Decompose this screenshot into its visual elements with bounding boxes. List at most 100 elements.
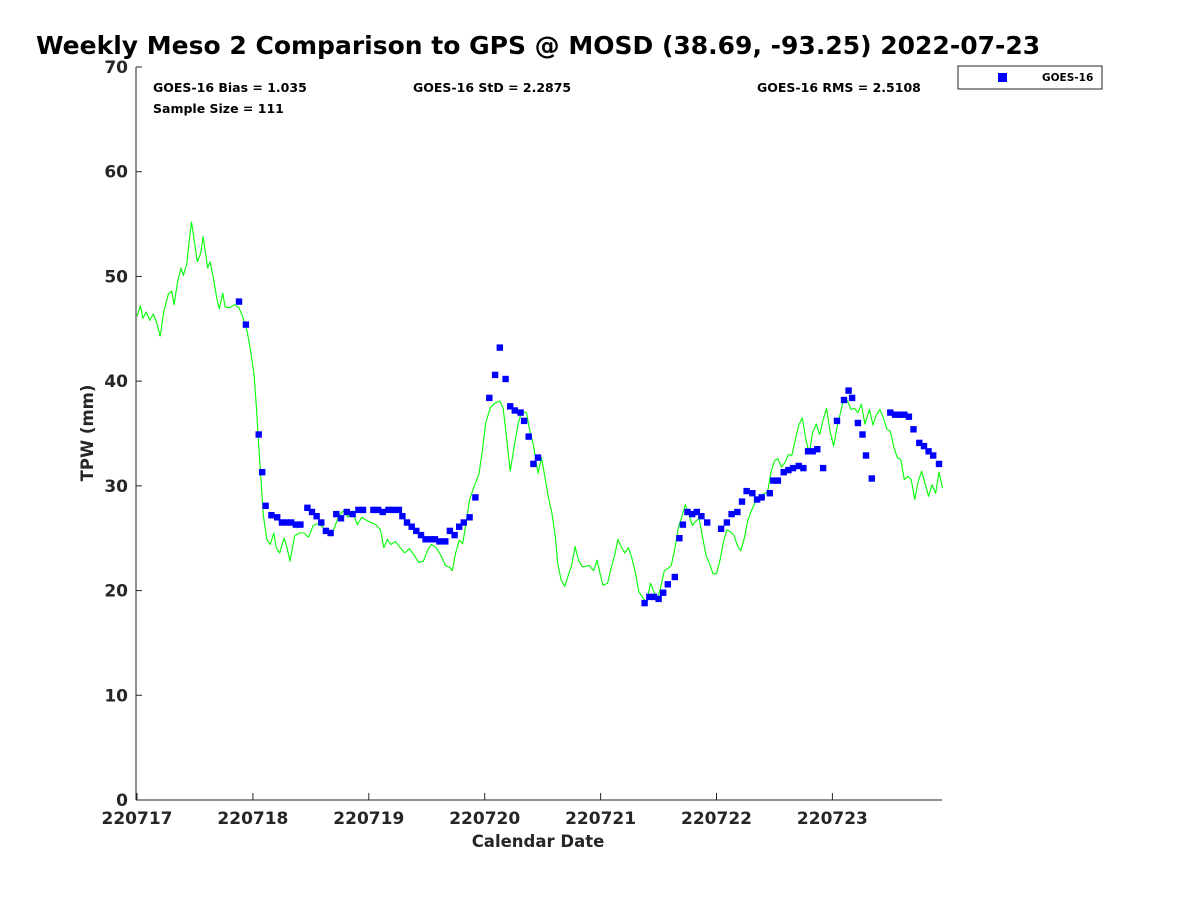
data-point	[446, 527, 454, 535]
data-point	[274, 514, 281, 521]
data-point	[862, 452, 870, 459]
x-tick-label: 220721	[565, 809, 636, 829]
series-line-gps	[136, 221, 944, 603]
data-point	[925, 448, 932, 455]
data-point	[641, 599, 648, 607]
data-point	[920, 442, 928, 450]
data-point	[287, 519, 295, 526]
chart-title: Weekly Meso 2 Comparison to GPS @ MOSD (…	[36, 31, 1040, 60]
data-point	[910, 426, 917, 433]
data-point	[676, 535, 683, 542]
data-point	[693, 508, 700, 516]
data-point	[728, 510, 735, 518]
goes-16-points-layer	[235, 298, 943, 607]
data-point	[671, 573, 678, 581]
data-point	[359, 506, 367, 514]
data-point	[422, 536, 429, 543]
data-point	[717, 525, 725, 532]
data-point	[770, 477, 777, 484]
data-point	[297, 521, 304, 528]
data-point	[749, 490, 756, 497]
y-tick-label: 60	[104, 163, 128, 183]
data-point	[491, 371, 499, 379]
data-point	[262, 502, 269, 509]
y-tick-label: 50	[104, 267, 128, 287]
x-tick-label: 220723	[797, 809, 868, 829]
data-point	[800, 464, 807, 472]
data-point	[496, 344, 503, 351]
data-point	[436, 538, 443, 545]
data-point	[789, 464, 797, 472]
x-axis-label: Calendar Date	[472, 832, 605, 851]
data-point	[840, 396, 848, 404]
data-point	[399, 513, 406, 520]
data-point	[517, 409, 524, 416]
data-point	[766, 490, 773, 497]
data-point	[646, 593, 653, 601]
stat-sample-size: Sample Size = 111	[153, 101, 284, 116]
data-point	[734, 508, 741, 516]
data-point	[374, 506, 382, 514]
data-point	[395, 506, 403, 514]
data-point	[507, 403, 514, 410]
data-point	[891, 411, 899, 418]
data-point	[534, 454, 542, 461]
data-point	[408, 523, 415, 530]
data-point	[530, 460, 537, 468]
data-point	[845, 387, 852, 394]
data-point	[833, 417, 841, 425]
legend-label: GOES-16	[1042, 72, 1093, 84]
data-point	[502, 375, 509, 383]
data-point	[655, 595, 662, 603]
data-point	[935, 460, 943, 468]
data-point	[738, 498, 746, 505]
data-point	[511, 407, 518, 414]
data-point	[698, 513, 705, 520]
data-point	[819, 464, 827, 472]
data-point	[355, 506, 362, 514]
data-point	[255, 431, 262, 438]
data-point	[259, 469, 266, 476]
data-point	[343, 508, 350, 516]
legend-box	[957, 65, 1103, 90]
y-tick-label: 30	[104, 477, 128, 497]
data-point	[292, 521, 299, 528]
data-point	[804, 448, 812, 455]
data-point	[905, 413, 913, 420]
y-ticks: 0 10 20 30 40 50 60 70	[104, 58, 142, 811]
data-point	[337, 515, 345, 522]
data-point	[743, 487, 750, 495]
x-tick-label: 220717	[102, 809, 173, 829]
x-ticks: 220717 220718 220719 220720 220721 220722 2207…	[102, 793, 868, 829]
x-tick-label: 220720	[449, 809, 520, 829]
data-point	[466, 514, 473, 521]
data-point	[664, 581, 671, 588]
data-point	[868, 475, 875, 482]
legend-marker	[998, 73, 1007, 82]
data-point	[278, 519, 286, 526]
data-point	[774, 477, 782, 484]
y-tick-label: 40	[104, 372, 128, 392]
data-point	[901, 411, 908, 418]
data-point	[385, 506, 392, 514]
data-point	[785, 466, 792, 474]
data-point	[486, 394, 493, 402]
data-point	[689, 510, 696, 518]
data-point	[268, 512, 275, 519]
stat-rms: GOES-16 RMS = 2.5108	[757, 80, 921, 95]
data-point	[427, 536, 434, 543]
y-axis-label: TPW (mm)	[78, 385, 97, 482]
data-point	[417, 531, 425, 539]
data-point	[795, 462, 802, 470]
legend: GOES-16	[957, 65, 1103, 90]
plot-area	[136, 67, 942, 800]
data-point	[520, 417, 528, 425]
data-point	[442, 538, 449, 545]
y-tick-label: 0	[116, 791, 128, 811]
data-point	[704, 519, 711, 526]
data-point	[758, 494, 765, 501]
data-point	[333, 510, 340, 518]
data-point	[780, 469, 787, 476]
x-tick-label: 220718	[217, 809, 288, 829]
